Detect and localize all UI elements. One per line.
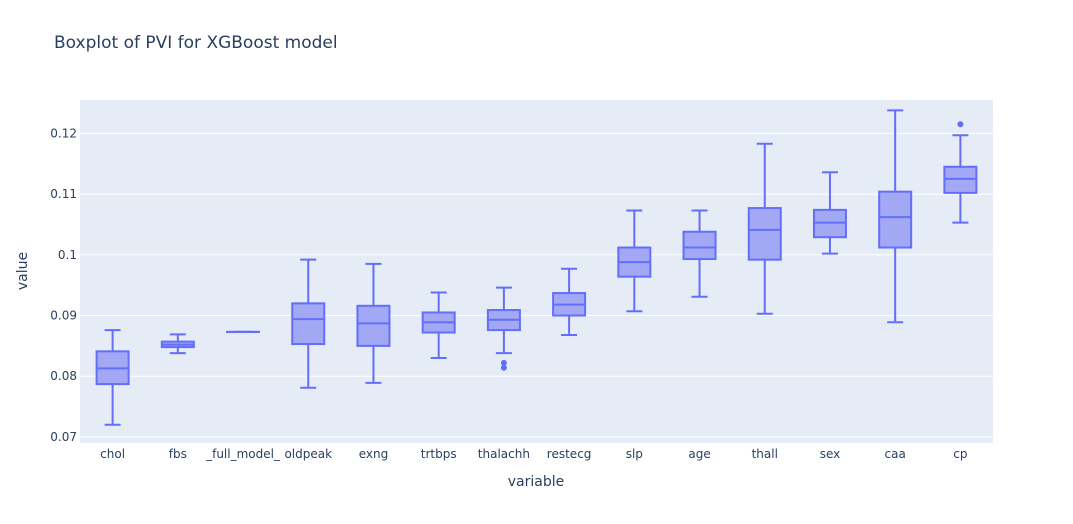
x-tick-label: fbs <box>169 447 187 461</box>
x-tick-label: chol <box>100 447 125 461</box>
box-thalachh <box>486 286 521 371</box>
x-tick-label: trtbps <box>421 447 457 461</box>
x-tick-label: caa <box>885 447 906 461</box>
outlier-point <box>957 121 964 128</box>
x-tick-label: exng <box>359 447 389 461</box>
iqr-box <box>747 207 782 261</box>
iqr-box <box>291 302 326 346</box>
x-tick-label: thall <box>752 447 778 461</box>
box-thall <box>747 142 782 315</box>
y-tick-label: 0.1 <box>58 248 77 262</box>
x-axis-title: variable <box>508 474 564 490</box>
y-axis-title: value <box>15 252 31 290</box>
x-tick-label: restecg <box>547 447 592 461</box>
box-series <box>95 109 978 426</box>
x-tick-label: thalachh <box>478 447 530 461</box>
chart-title: Boxplot of PVI for XGBoost model <box>54 33 338 53</box>
y-tick-label: 0.11 <box>50 187 77 201</box>
iqr-box <box>356 304 391 347</box>
box-oldpeak <box>291 258 326 389</box>
box-trtbps <box>421 291 456 360</box>
y-tick-label: 0.09 <box>50 309 77 323</box>
x-tick-label: oldpeak <box>284 447 332 461</box>
x-tick-label: sex <box>820 447 841 461</box>
y-tick-label: 0.07 <box>50 430 77 444</box>
y-tick-label: 0.12 <box>50 126 77 140</box>
box-cp <box>943 121 978 224</box>
grid-lines <box>80 132 993 438</box>
x-tick-label: cp <box>953 447 967 461</box>
y-tick-label: 0.08 <box>50 369 77 383</box>
box-caa <box>878 109 913 324</box>
x-tick-label: age <box>688 447 710 461</box>
outlier-point <box>500 359 507 366</box>
x-axis-ticks: chol fbs _full_model_ oldpeak exng trtbps thal… <box>100 447 967 461</box>
box-chol <box>95 329 130 426</box>
outlier-point <box>500 364 507 371</box>
box-fbs <box>160 333 195 355</box>
iqr-box <box>682 230 717 261</box>
box-age <box>682 209 717 298</box>
plot-background <box>80 100 993 443</box>
y-axis-ticks: 0.07 0.08 0.09 0.1 0.11 0.12 <box>50 126 77 444</box>
box-restecg <box>552 267 587 336</box>
x-tick-label: _full_model_ <box>205 447 281 461</box>
x-tick-label: slp <box>626 447 643 461</box>
box-exng <box>356 262 391 384</box>
box-sex <box>812 171 847 255</box>
box-slp <box>617 209 652 313</box>
iqr-box <box>878 190 913 249</box>
